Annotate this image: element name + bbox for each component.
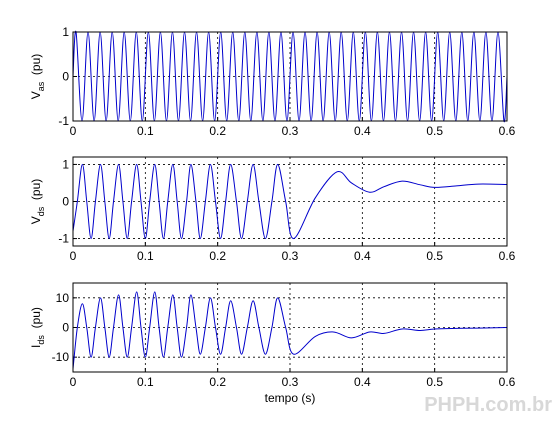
y-axis-label: Vas (pu) bbox=[29, 54, 46, 100]
y-label-main: I bbox=[29, 345, 43, 348]
y-tick-label: -1 bbox=[58, 232, 69, 246]
x-tick-label: 0.4 bbox=[354, 124, 371, 138]
x-tick-label: 0.4 bbox=[354, 249, 371, 263]
x-tick-label: 0.6 bbox=[499, 249, 516, 263]
axes-box bbox=[72, 156, 508, 247]
y-label-space bbox=[29, 328, 43, 335]
signal-line bbox=[72, 291, 508, 370]
x-tick-label: 0.6 bbox=[499, 375, 516, 389]
signal-line bbox=[72, 30, 508, 123]
y-tick-label: 10 bbox=[56, 291, 70, 305]
axes-box bbox=[72, 31, 508, 122]
x-tick-label: 0.3 bbox=[282, 124, 299, 138]
x-tick-label: 0.1 bbox=[137, 124, 154, 138]
watermark: PHPH.com.br bbox=[424, 394, 552, 416]
x-tick-label: 0 bbox=[70, 249, 77, 263]
x-tick-label: 0.5 bbox=[426, 124, 443, 138]
x-axis-label: tempo (s) bbox=[265, 391, 316, 405]
y-tick-label: 1 bbox=[62, 25, 69, 39]
y-tick-label: 0 bbox=[62, 70, 69, 84]
x-tick-label: 0.1 bbox=[137, 375, 154, 389]
y-label-space bbox=[29, 75, 43, 82]
y-tick-label: 1 bbox=[62, 157, 69, 171]
x-tick-label: 0.5 bbox=[426, 375, 443, 389]
x-tick-label: 0.4 bbox=[354, 375, 371, 389]
y-label-sub: ds bbox=[36, 335, 46, 345]
y-tick-label: -1 bbox=[58, 114, 69, 128]
y-tick-label: 0 bbox=[62, 195, 69, 209]
y-axis-label: Ids (pu) bbox=[29, 307, 46, 348]
x-tick-label: 0.3 bbox=[282, 249, 299, 263]
x-tick-label: 0.6 bbox=[499, 124, 516, 138]
y-label-main: V bbox=[29, 91, 43, 99]
y-axis-label: Vds (pu) bbox=[29, 179, 46, 225]
x-tick-label: 0.1 bbox=[137, 249, 154, 263]
y-tick-label: 0 bbox=[62, 321, 69, 335]
y-label-unit: (pu) bbox=[29, 179, 43, 200]
x-tick-label: 0.2 bbox=[209, 124, 226, 138]
x-tick-label: 0.2 bbox=[209, 249, 226, 263]
y-label-unit: (pu) bbox=[29, 54, 43, 75]
x-tick-label: 0 bbox=[70, 124, 77, 138]
x-tick-label: 0.5 bbox=[426, 249, 443, 263]
signal-line bbox=[72, 163, 508, 240]
x-tick-label: 0.2 bbox=[209, 375, 226, 389]
y-tick-label: -10 bbox=[52, 350, 70, 364]
axes-box bbox=[72, 282, 508, 373]
y-label-sub: as bbox=[36, 81, 46, 91]
y-label-space bbox=[29, 200, 43, 207]
y-label-main: V bbox=[29, 216, 43, 224]
x-tick-label: 0 bbox=[70, 375, 77, 389]
y-label-sub: ds bbox=[36, 206, 46, 216]
y-label-unit: (pu) bbox=[29, 307, 43, 328]
x-tick-label: 0.3 bbox=[282, 375, 299, 389]
